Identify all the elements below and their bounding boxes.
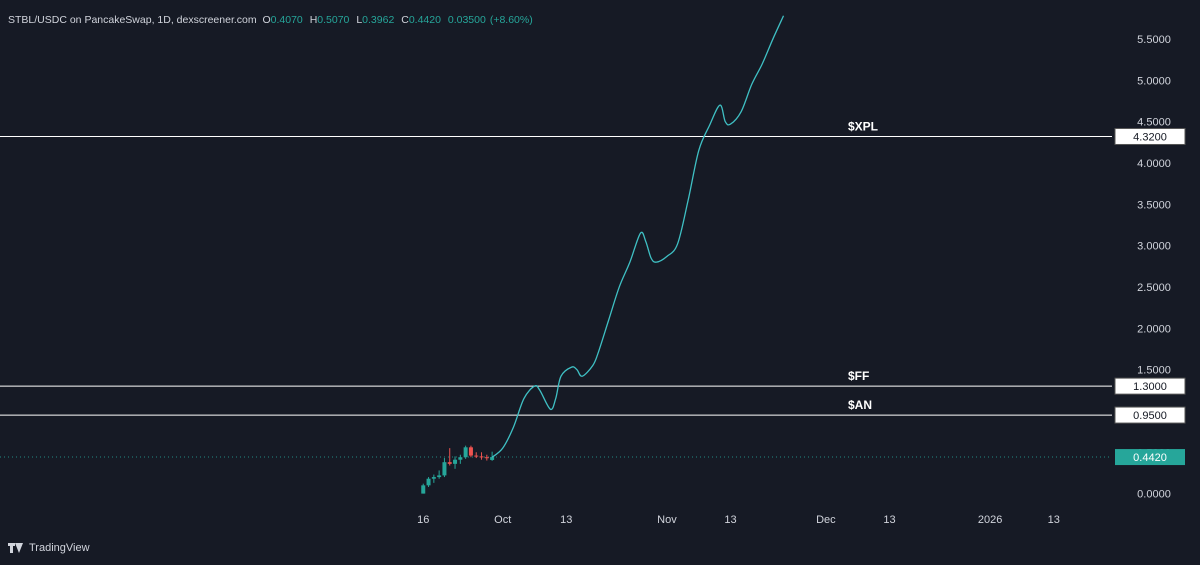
y-tick-label: 0.0000 — [1137, 489, 1171, 501]
last-price-badge — [1115, 449, 1185, 466]
low-value: 0.3962 — [362, 14, 395, 26]
tradingview-footer[interactable]: TradingView — [8, 542, 90, 554]
y-tick-label: 2.0000 — [1137, 323, 1171, 335]
level-price-label: 0.9500 — [1133, 410, 1167, 422]
x-tick-label: 2026 — [978, 514, 1002, 526]
close-value: 0.4420 — [408, 14, 441, 26]
tradingview-logo-icon — [8, 543, 24, 553]
candle-body — [447, 462, 452, 464]
change-value: 0.03500 — [447, 14, 486, 26]
candle-body — [468, 447, 473, 456]
symbol-header: STBL/USDC on PancakeSwap, 1D, dexscreene… — [8, 14, 537, 26]
candle-body — [442, 462, 447, 476]
high-value: 0.5070 — [317, 14, 350, 26]
symbol-title: STBL/USDC on PancakeSwap, 1D, dexscreene… — [8, 14, 257, 26]
y-tick-label: 3.5000 — [1137, 199, 1171, 211]
projection-line — [491, 15, 785, 458]
last-price-label: 0.4420 — [1133, 452, 1167, 464]
candle-body — [431, 477, 436, 479]
candle-body — [453, 459, 458, 464]
open-label: O — [262, 14, 271, 26]
candle-body — [437, 475, 442, 478]
y-tick-label: 2.5000 — [1137, 282, 1171, 294]
x-tick-label: Nov — [657, 514, 677, 526]
open-value: 0.4070 — [270, 14, 303, 26]
high-label: H — [309, 14, 318, 26]
level-price-label: 4.3200 — [1133, 131, 1167, 143]
y-tick-label: 4.0000 — [1137, 158, 1171, 170]
level-label: $XPL — [848, 119, 878, 133]
low-label: L — [356, 14, 363, 26]
y-tick-label: 5.0000 — [1137, 75, 1171, 87]
level-price-badge — [1114, 127, 1186, 145]
candle-body — [479, 456, 484, 458]
level-price-badge — [1114, 406, 1186, 424]
candle-body — [463, 447, 468, 458]
y-tick-label: 3.0000 — [1137, 241, 1171, 253]
level-label: $FF — [848, 369, 869, 383]
candle-body — [474, 455, 479, 457]
x-tick-label: Oct — [494, 514, 511, 526]
y-tick-label: 5.5000 — [1137, 34, 1171, 46]
tradingview-brand: TradingView — [29, 542, 90, 554]
y-tick-label: 1.5000 — [1137, 365, 1171, 377]
x-tick-label: 16 — [417, 514, 429, 526]
change-percent: (+8.60%) — [489, 14, 533, 26]
x-tick-label: 13 — [883, 514, 895, 526]
candle-body — [490, 457, 495, 460]
close-label: C — [401, 14, 409, 26]
candle-body — [421, 485, 426, 494]
candle-body — [484, 457, 489, 459]
candle-body — [426, 478, 431, 486]
level-price-badge — [1114, 377, 1186, 395]
x-tick-label: Dec — [816, 514, 836, 526]
y-tick-label: 4.5000 — [1137, 117, 1171, 129]
level-price-label: 1.3000 — [1133, 381, 1167, 393]
candle-body — [458, 457, 463, 460]
x-tick-label: 13 — [560, 514, 572, 526]
level-label: $AN — [848, 398, 872, 412]
x-tick-label: 13 — [724, 514, 736, 526]
x-tick-label: 13 — [1048, 514, 1060, 526]
